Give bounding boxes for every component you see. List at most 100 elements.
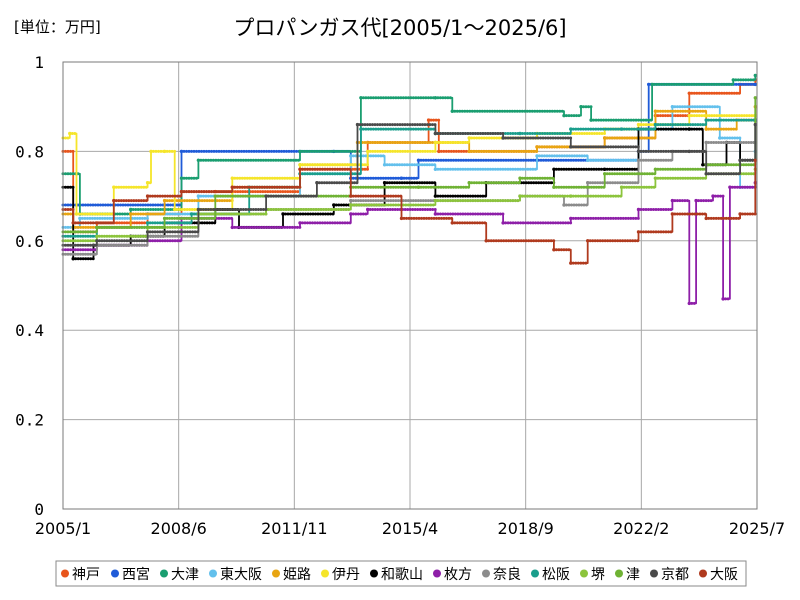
data-point [304, 194, 308, 198]
data-point [683, 105, 687, 109]
data-point [584, 261, 588, 265]
data-point [264, 208, 268, 211]
data-point [653, 109, 657, 113]
data-point [484, 239, 488, 243]
data-point [597, 185, 601, 189]
data-point [737, 141, 741, 144]
data-point [401, 199, 405, 203]
series-markers [61, 140, 757, 256]
data-point [381, 154, 385, 158]
data-point [604, 216, 608, 220]
data-point [603, 167, 607, 171]
data-point [446, 194, 450, 198]
data-point [88, 216, 92, 220]
data-point [376, 199, 380, 203]
data-point [487, 239, 491, 243]
data-point [219, 208, 223, 211]
legend: 神戸 西宮 大津 東大阪 姫路 伊丹 和歌山 枚方 奈良 松阪堺津京都 大阪 [55, 560, 747, 587]
data-point [681, 176, 685, 180]
data-point [259, 208, 263, 211]
data-point [394, 199, 398, 203]
data-point [389, 194, 393, 198]
data-point [592, 118, 596, 122]
data-point [144, 185, 148, 189]
data-point [432, 118, 436, 122]
data-point [190, 216, 194, 220]
data-point [243, 194, 247, 198]
data-point [279, 208, 283, 211]
data-point [503, 109, 507, 113]
data-point [170, 149, 174, 153]
data-point [737, 216, 741, 220]
data-point [502, 181, 506, 185]
data-point [670, 105, 674, 109]
data-point [536, 221, 540, 225]
data-point [747, 163, 751, 167]
data-point [123, 216, 127, 220]
data-point [206, 158, 210, 162]
data-point [169, 208, 173, 211]
data-point [256, 158, 260, 162]
data-point [693, 82, 697, 86]
data-point [650, 127, 654, 131]
data-point [423, 163, 427, 167]
data-point [193, 225, 197, 229]
data-point [540, 145, 544, 149]
data-point [204, 208, 208, 211]
data-point [622, 185, 626, 189]
data-point [338, 163, 342, 167]
data-point [653, 123, 657, 127]
data-point [178, 221, 182, 225]
data-point [562, 167, 566, 171]
data-point [470, 136, 474, 140]
data-point [522, 149, 526, 153]
data-point [112, 243, 116, 247]
data-point [288, 185, 292, 189]
data-point [273, 225, 277, 229]
data-point [433, 123, 437, 127]
data-point [727, 163, 731, 167]
data-point [332, 203, 336, 207]
data-point [497, 239, 501, 243]
data-point [504, 136, 508, 140]
data-point [637, 158, 640, 162]
data-point [292, 149, 296, 153]
data-point [742, 118, 746, 122]
data-point [107, 239, 111, 243]
data-point [405, 181, 409, 185]
data-point [609, 194, 613, 198]
data-point [86, 234, 90, 238]
data-point [581, 216, 585, 220]
data-point [178, 234, 182, 238]
data-point [613, 172, 617, 176]
data-point [513, 199, 517, 203]
data-point [364, 199, 368, 203]
data-point [148, 230, 152, 234]
data-point [303, 167, 307, 171]
data-point [555, 154, 559, 158]
data-point [727, 91, 731, 95]
data-point [334, 208, 338, 211]
data-point [690, 82, 694, 86]
data-point [342, 194, 346, 198]
data-point [419, 158, 423, 162]
data-point [325, 181, 329, 185]
data-point [146, 203, 150, 207]
data-point [391, 176, 395, 180]
data-point [742, 82, 746, 86]
data-point [168, 239, 172, 243]
data-point [131, 203, 135, 207]
data-point [379, 96, 383, 100]
data-point [186, 234, 190, 238]
data-point [551, 176, 554, 180]
data-point [533, 176, 537, 180]
data-point [516, 167, 520, 171]
data-point [89, 221, 93, 225]
data-point [89, 230, 92, 234]
data-point [534, 239, 538, 243]
data-point [185, 208, 189, 211]
data-point [467, 158, 470, 162]
data-point [219, 212, 223, 216]
data-point [391, 194, 395, 198]
data-point [236, 212, 240, 216]
